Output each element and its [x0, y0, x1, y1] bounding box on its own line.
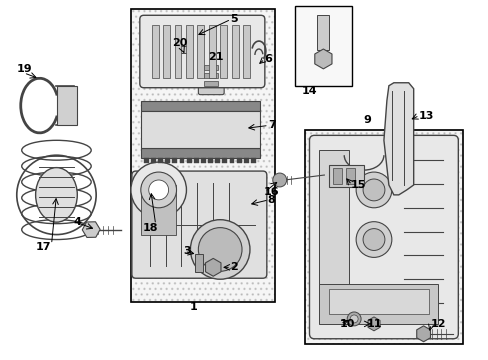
- Text: 6: 6: [264, 54, 271, 64]
- Bar: [165, 158, 170, 163]
- Text: 1: 1: [189, 302, 197, 312]
- Polygon shape: [383, 83, 413, 195]
- Bar: [294, 6, 351, 86]
- Bar: [201, 158, 205, 163]
- Circle shape: [190, 220, 249, 279]
- Text: 17: 17: [36, 243, 51, 252]
- Bar: [131, 9, 274, 302]
- Circle shape: [355, 222, 391, 257]
- Bar: [220, 25, 226, 78]
- FancyBboxPatch shape: [140, 15, 264, 88]
- Text: 12: 12: [429, 319, 445, 329]
- Bar: [204, 65, 218, 70]
- Bar: [141, 185, 175, 235]
- Text: 15: 15: [350, 180, 366, 190]
- Bar: [141, 148, 259, 158]
- Bar: [222, 158, 227, 163]
- Bar: [244, 158, 248, 163]
- Text: 21: 21: [208, 52, 224, 62]
- Bar: [346, 168, 354, 184]
- FancyBboxPatch shape: [198, 59, 224, 95]
- Bar: [131, 9, 274, 302]
- Bar: [151, 25, 158, 78]
- Bar: [204, 73, 218, 78]
- Bar: [141, 111, 259, 148]
- Bar: [236, 158, 241, 163]
- Bar: [193, 158, 198, 163]
- Bar: [158, 158, 163, 163]
- Bar: [333, 168, 342, 184]
- Bar: [197, 25, 204, 78]
- Circle shape: [362, 179, 384, 201]
- Bar: [215, 158, 220, 163]
- Circle shape: [131, 162, 186, 218]
- Bar: [204, 81, 218, 86]
- Bar: [229, 158, 234, 163]
- Bar: [174, 25, 181, 78]
- Text: 11: 11: [366, 319, 382, 329]
- Bar: [231, 25, 238, 78]
- Bar: [179, 158, 184, 163]
- FancyBboxPatch shape: [132, 171, 266, 278]
- Bar: [208, 158, 213, 163]
- Bar: [319, 284, 438, 324]
- Bar: [195, 255, 203, 272]
- Circle shape: [362, 229, 384, 251]
- Text: 8: 8: [267, 195, 275, 205]
- Text: 19: 19: [17, 64, 32, 74]
- Bar: [57, 86, 77, 125]
- Text: 20: 20: [172, 38, 187, 48]
- Circle shape: [198, 228, 242, 271]
- Ellipse shape: [36, 168, 77, 222]
- Text: 14: 14: [301, 86, 317, 96]
- Bar: [178, 46, 192, 53]
- Bar: [250, 158, 255, 163]
- Bar: [304, 130, 462, 344]
- Text: 5: 5: [230, 14, 237, 24]
- Text: 18: 18: [142, 222, 158, 233]
- Bar: [243, 25, 249, 78]
- Bar: [328, 289, 427, 314]
- Bar: [163, 25, 170, 78]
- Text: 7: 7: [267, 121, 275, 130]
- Bar: [317, 15, 328, 50]
- Bar: [208, 25, 215, 78]
- Text: 13: 13: [418, 111, 433, 121]
- Bar: [141, 100, 259, 111]
- Text: 9: 9: [363, 116, 370, 126]
- Bar: [304, 130, 462, 344]
- Bar: [185, 25, 192, 78]
- Bar: [172, 158, 177, 163]
- Text: 16: 16: [264, 187, 279, 197]
- Circle shape: [355, 172, 391, 208]
- Bar: [143, 158, 148, 163]
- Circle shape: [141, 172, 176, 208]
- Bar: [151, 158, 156, 163]
- Text: 2: 2: [230, 262, 237, 272]
- Circle shape: [349, 315, 357, 323]
- Bar: [319, 150, 348, 319]
- Bar: [328, 165, 364, 187]
- FancyBboxPatch shape: [309, 135, 457, 339]
- Bar: [186, 158, 191, 163]
- Text: 10: 10: [339, 319, 354, 329]
- Circle shape: [148, 180, 168, 200]
- Text: 4: 4: [73, 217, 81, 227]
- Circle shape: [272, 173, 286, 187]
- Text: 3: 3: [183, 247, 191, 256]
- Circle shape: [346, 312, 360, 326]
